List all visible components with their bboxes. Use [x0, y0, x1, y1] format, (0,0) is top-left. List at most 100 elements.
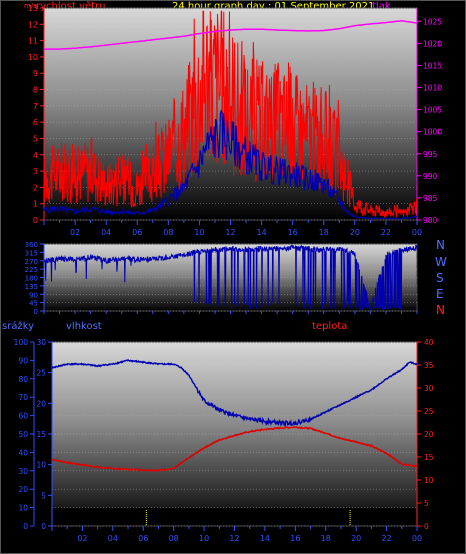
p3-left-label-50: 50: [18, 430, 28, 439]
p1-left-label-4: 4: [33, 151, 38, 160]
p3-right-label-35: 35: [424, 361, 434, 370]
p1-left-label-7: 7: [33, 102, 38, 111]
p2-label-135: 135: [25, 283, 38, 291]
p1-right-label-1010: 1010: [423, 84, 442, 93]
p2-label-225: 225: [25, 266, 38, 274]
temperature-series: [51, 426, 418, 472]
p1-right-label-995: 995: [423, 150, 438, 159]
rain-band: [53, 508, 416, 525]
p3-mid-label-0: 0: [41, 522, 46, 531]
p3-left-label-30: 30: [18, 467, 28, 476]
p1-right-label-1005: 1005: [423, 106, 442, 115]
humidity-temperature-panel: 0102030405060708090100051015202530051015…: [14, 338, 434, 543]
p1-x-label-08: 08: [163, 228, 173, 237]
p1-left-label-9: 9: [33, 69, 38, 78]
wind-speed-label: rychlost větru: [36, 1, 106, 12]
p3-x-label-00: 00: [412, 534, 422, 543]
p1-right-label-1000: 1000: [423, 128, 442, 137]
p1-left-label-10: 10: [28, 53, 38, 62]
p1-x-label-06: 06: [132, 228, 142, 237]
p3-right-label-20: 20: [424, 430, 434, 439]
p1-left-label-12: 12: [28, 20, 38, 29]
p3-x-label-10: 10: [199, 534, 209, 543]
p3-left-label-70: 70: [18, 393, 28, 402]
p3-left-label-0: 0: [23, 522, 28, 531]
wind-pressure-panel: 0123456789101112139809859909951000100510…: [28, 4, 443, 237]
p2-label-0: 0: [34, 308, 38, 316]
p3-mid-label-20: 20: [36, 399, 46, 408]
p3-left-label-90: 90: [18, 356, 28, 365]
p1-right-label-980: 980: [423, 216, 438, 225]
p1-left-label-11: 11: [28, 37, 38, 46]
p3-right-label-30: 30: [424, 384, 434, 393]
p2-label-270: 270: [25, 258, 38, 266]
compass-label-n2: N: [436, 303, 445, 317]
p1-x-label-22: 22: [381, 228, 391, 237]
p3-right-label-10: 10: [424, 476, 434, 485]
p3-mid-label-25: 25: [36, 369, 46, 378]
p3-right-label-5: 5: [424, 499, 429, 508]
humidity-series: [51, 358, 418, 428]
p3-x-label-06: 06: [138, 534, 148, 543]
p1-left-label-13: 13: [28, 4, 38, 13]
p2-label-315: 315: [25, 249, 38, 257]
p3-right-label-25: 25: [424, 407, 434, 416]
p3-right-label-15: 15: [424, 453, 434, 462]
p3-x-label-22: 22: [381, 534, 391, 543]
p3-left-label-80: 80: [18, 375, 28, 384]
compass-label-w: W: [435, 255, 447, 269]
pressure-label: tlak: [372, 1, 391, 12]
p1-left-label-3: 3: [33, 167, 38, 176]
p1-left-label-1: 1: [33, 200, 38, 209]
compass-label-n1: N: [436, 238, 445, 252]
p1-left-label-2: 2: [33, 183, 38, 192]
temperature-label: teplota: [312, 321, 348, 332]
wind-average-series: [43, 109, 418, 220]
p3-x-label-04: 04: [108, 534, 118, 543]
p3-left-label-60: 60: [18, 412, 28, 421]
p3-x-label-16: 16: [290, 534, 300, 543]
wind-gust-series: [43, 10, 418, 219]
p1-x-label-00: 00: [412, 228, 422, 237]
p3-mid-label-5: 5: [41, 491, 46, 500]
p3-x-label-18: 18: [321, 534, 331, 543]
humidity-label: vlhkost: [66, 321, 102, 332]
p2-label-180: 180: [25, 275, 38, 283]
p3-left-label-10: 10: [18, 504, 28, 513]
p1-right-label-985: 985: [423, 194, 438, 203]
p2-label-45: 45: [29, 300, 38, 308]
p1-left-label-5: 5: [33, 134, 38, 143]
p3-x-label-08: 08: [169, 534, 179, 543]
compass-label-e: E: [436, 287, 444, 301]
p1-x-label-02: 02: [70, 228, 80, 237]
wind-unit-label: m/s: [24, 2, 37, 10]
p3-right-label-0: 0: [424, 522, 429, 531]
p3-mid-label-30: 30: [36, 338, 46, 347]
p1-x-label-10: 10: [194, 228, 204, 237]
p3-left-label-20: 20: [18, 485, 28, 494]
p1-right-label-1020: 1020: [423, 39, 442, 48]
p3-x-label-14: 14: [260, 534, 270, 543]
p1-x-label-20: 20: [350, 228, 360, 237]
p1-left-label-8: 8: [33, 86, 38, 95]
p3-mid-label-10: 10: [36, 461, 46, 470]
pressure-series: [44, 20, 418, 50]
p3-x-label-12: 12: [229, 534, 239, 543]
p1-x-label-12: 12: [225, 228, 235, 237]
p1-x-label-16: 16: [288, 228, 298, 237]
p1-x-label-04: 04: [101, 228, 111, 237]
p3-x-label-20: 20: [351, 534, 361, 543]
chart-title: 24 hour graph day : 01 September 2021: [172, 1, 375, 12]
p1-right-label-990: 990: [423, 172, 438, 181]
p1-right-label-1015: 1015: [423, 61, 442, 70]
p1-left-label-0: 0: [33, 216, 38, 225]
p1-x-label-14: 14: [256, 228, 266, 237]
p3-left-label-40: 40: [18, 448, 28, 457]
p1-left-label-6: 6: [33, 118, 38, 127]
p2-label-360: 360: [25, 241, 38, 249]
p1-right-label-1025: 1025: [423, 17, 442, 26]
p2-label-90: 90: [29, 291, 38, 299]
